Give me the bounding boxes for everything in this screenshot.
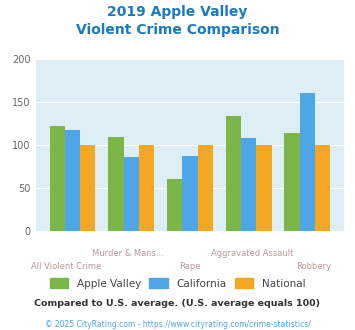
Bar [139, 145, 154, 231]
Legend: Apple Valley, California, National: Apple Valley, California, National [45, 274, 310, 293]
Bar [241, 138, 256, 231]
Bar [182, 156, 198, 231]
Bar [256, 145, 272, 231]
Bar [198, 145, 213, 231]
Bar [80, 145, 95, 231]
Text: Robbery: Robbery [296, 262, 331, 271]
Bar [65, 130, 80, 231]
Text: All Violent Crime: All Violent Crime [31, 262, 102, 271]
Bar [50, 126, 65, 231]
Bar [300, 93, 315, 231]
Bar [167, 179, 182, 231]
Bar [226, 116, 241, 231]
Text: Compared to U.S. average. (U.S. average equals 100): Compared to U.S. average. (U.S. average … [34, 299, 321, 308]
Bar [315, 145, 330, 231]
Text: © 2025 CityRating.com - https://www.cityrating.com/crime-statistics/: © 2025 CityRating.com - https://www.city… [45, 320, 310, 329]
Text: Aggravated Assault: Aggravated Assault [211, 249, 293, 258]
Bar [284, 133, 300, 231]
Text: Murder & Mans...: Murder & Mans... [92, 249, 164, 258]
Bar [124, 157, 139, 231]
Text: 2019 Apple Valley: 2019 Apple Valley [107, 5, 248, 19]
Text: Rape: Rape [179, 262, 201, 271]
Bar [108, 138, 124, 231]
Text: Violent Crime Comparison: Violent Crime Comparison [76, 23, 279, 37]
